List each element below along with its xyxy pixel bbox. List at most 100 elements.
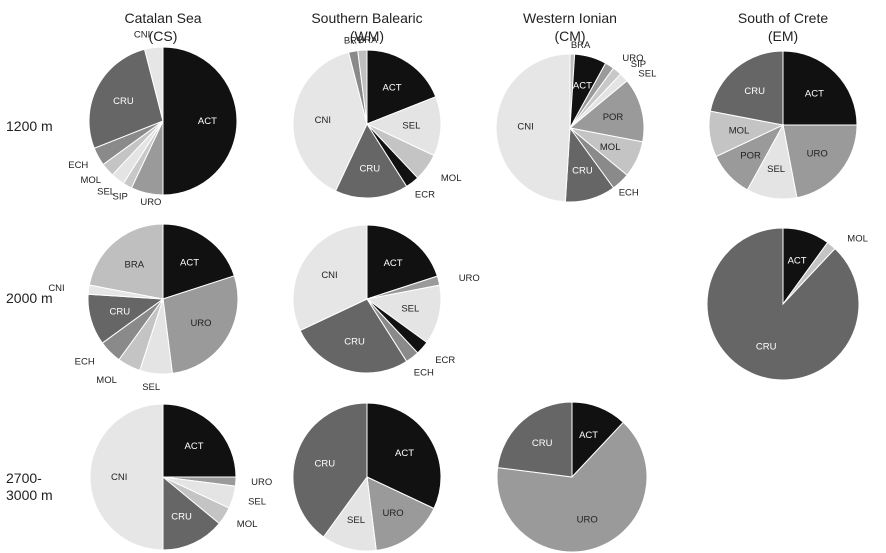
pie-slice-cru (162, 475, 220, 551)
pie-label-mol: MOL (96, 375, 117, 386)
column-code-southern-balearic: (WM) (350, 28, 384, 44)
pie-slice-act (782, 50, 858, 126)
pie-label-mol: MOL (600, 142, 621, 153)
pie-label-sel: SEL (97, 186, 115, 197)
pie-label-cru: CRU (110, 307, 131, 318)
column-title-western-ionian: Western Ionian (523, 10, 617, 26)
pie-label-cru: CRU (171, 512, 192, 523)
pie-label-cru: CRU (572, 166, 593, 177)
column-title-southern-balearic: Southern Balearic (311, 10, 422, 26)
pie-label-sel: SEL (347, 515, 365, 526)
pie-label-cru: CRU (532, 438, 553, 449)
pie-label-bra: BRA (571, 40, 591, 51)
pie-label-por: POR (740, 150, 761, 161)
pie-label-uro: URO (140, 197, 161, 208)
pie-label-act: ACT (805, 89, 824, 100)
pie-label-ech: ECH (68, 160, 88, 171)
pie-label-act: ACT (395, 448, 414, 459)
pie-slice-act (366, 49, 437, 125)
pie-label-ech: ECH (619, 187, 639, 198)
column-titles: Catalan Sea (CS) Southern Balearic (WM) … (124, 10, 828, 44)
pie-label-cni: CNI (321, 270, 337, 281)
pie-label-cru: CRU (344, 337, 365, 348)
pie-slice-cni (143, 46, 164, 122)
pie-label-cru: CRU (360, 163, 381, 174)
pie-label-mol: MOL (847, 233, 868, 244)
pie-label-act: ACT (573, 80, 592, 91)
pie-label-sel: SEL (638, 68, 656, 79)
pie-label-sel: SEL (401, 304, 419, 315)
pie-slice-act (162, 46, 238, 196)
pie-label-act: ACT (579, 430, 598, 441)
pie-label-mol: MOL (81, 175, 102, 186)
pie-label-act: ACT (180, 258, 199, 269)
pie-6: ACT MOL CRU (706, 227, 868, 381)
column-code-catalan-sea: (CS) (149, 28, 178, 44)
pie-label-ech: ECH (414, 368, 434, 379)
pie-label-cru: CRU (315, 458, 336, 469)
pie-slice-cru (334, 122, 408, 199)
pie-slice-act (162, 403, 237, 478)
pie-3: ACT URO SEL POR MOL CRU (708, 50, 858, 200)
pie-label-por: POR (603, 112, 624, 123)
pie-slice-act (162, 223, 235, 300)
pie-slice-bra (357, 49, 368, 125)
column-title-south-of-crete: South of Crete (738, 10, 828, 26)
pie-label-cni: CNI (48, 283, 64, 294)
column-code-western-ionian: (CM) (554, 28, 585, 44)
column-code-south-of-crete: (EM) (768, 28, 798, 44)
column-title-catalan-sea: Catalan Sea (124, 10, 201, 26)
pie-9: ACT URO CRU (496, 401, 648, 553)
pie-slice-uro (366, 476, 435, 551)
pie-label-uro: URO (622, 53, 643, 64)
pie-slice-uro (162, 275, 239, 374)
row-labels: 1200 m 2000 m 2700- 3000 m (6, 118, 53, 503)
pie-label-uro: URO (190, 318, 211, 329)
pie-slice-cni (292, 224, 368, 332)
pie-slice-uro (496, 421, 648, 553)
pie-label-act: ACT (185, 441, 204, 452)
pie-label-ecr: ECR (415, 189, 435, 200)
pie-slice-cru (497, 401, 573, 478)
pie-slice-cni (292, 51, 368, 192)
pie-label-act: ACT (384, 258, 403, 269)
pie-8: ACT URO SEL CRU (292, 402, 442, 552)
row-label-2700m-line1: 2700- (6, 470, 42, 486)
pie-label-bry: BRY (344, 36, 364, 47)
pie-label-cni: CNI (517, 122, 533, 133)
pie-label-uro: URO (807, 148, 828, 159)
row-label-1200m: 1200 m (6, 118, 53, 134)
pie-label-bra: BRA (358, 35, 378, 46)
pie-label-mol: MOL (237, 519, 258, 530)
pie-label-act: ACT (383, 82, 402, 93)
pie-label-act: ACT (198, 116, 217, 127)
pie-label-ecr: ECR (435, 355, 455, 366)
pie-label-cni: CNI (134, 29, 150, 40)
pie-label-cni: CNI (315, 115, 331, 126)
pie-label-act: ACT (788, 256, 807, 267)
pie-label-sel: SEL (248, 496, 266, 507)
pie-slice-sel (365, 284, 442, 344)
pie-label-cru: CRU (113, 96, 134, 107)
pie-label-cru: CRU (744, 86, 765, 97)
pie-slice-cni (89, 403, 164, 551)
pie-slice-por (568, 80, 645, 143)
row-label-2000m: 2000 m (6, 290, 53, 306)
pie-label-uro: URO (251, 477, 272, 488)
pie-label-uro: URO (383, 508, 404, 519)
pie-slice-act (366, 224, 439, 300)
pie-label-sip: SIP (631, 59, 646, 70)
pie-7: ACT URO SEL MOL CRU CNI (89, 403, 272, 551)
pie-charts: ACTUROSIPSELMOLECHCRUCNIACTSELMOLECRCRUC… (48, 29, 868, 553)
pie-slice-cru (292, 402, 368, 538)
pie-label-sel: SEL (767, 164, 785, 175)
pie-label-cru: CRU (756, 341, 777, 352)
pie-label-cni: CNI (111, 472, 127, 483)
pie-label-mol: MOL (441, 173, 462, 184)
pie-slice-cru (299, 298, 408, 374)
